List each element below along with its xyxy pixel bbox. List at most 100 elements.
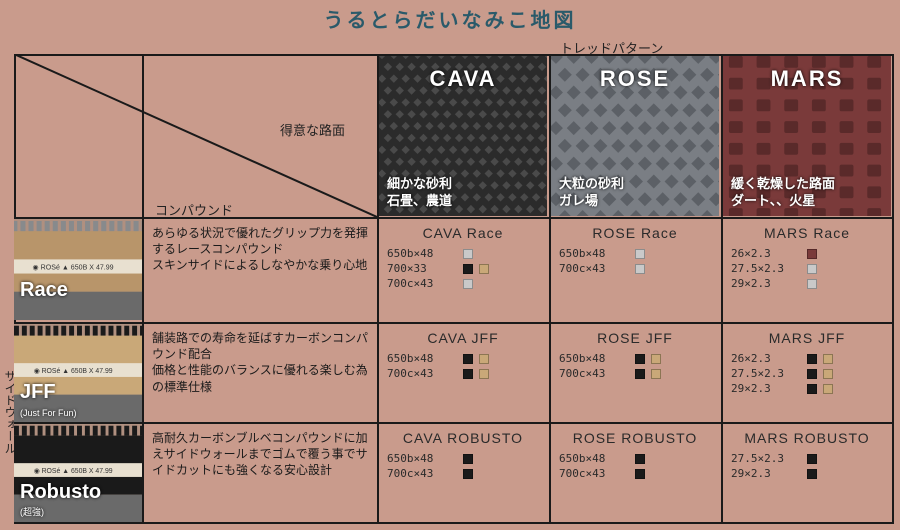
size-row: 26×2.3 — [731, 247, 883, 260]
color-swatch — [463, 279, 473, 289]
cell-rose-race: ROSE Race 650b×48 700c×43 — [551, 219, 719, 320]
size-row: 700c×43 — [387, 277, 539, 290]
row-head-jff: ◉ ROSé ▲ 650B X 47.99 JFF (Just For Fun) — [14, 324, 142, 422]
size-row: 26×2.3 — [731, 352, 883, 365]
size-label: 29×2.3 — [731, 382, 801, 395]
row-name: JFF — [20, 381, 56, 404]
cell-mars-robusto: MARS ROBUSTO 27.5×2.3 29×2.3 — [723, 424, 891, 522]
size-label: 650b×48 — [559, 352, 629, 365]
page-title: うるとらだいなみこ地図 — [0, 4, 900, 33]
color-swatch — [807, 279, 817, 289]
color-swatch — [807, 469, 817, 479]
size-label: 700c×43 — [387, 367, 457, 380]
cell-mars-jff: MARS JFF 26×2.3 27.5×2.3 29×2.3 — [723, 324, 891, 422]
size-row: 27.5×2.3 — [731, 262, 883, 275]
size-label: 650b×48 — [559, 452, 629, 465]
size-label: 700c×43 — [559, 367, 629, 380]
cell-name: ROSE ROBUSTO — [559, 430, 711, 446]
col-name: ROSE — [551, 66, 719, 92]
cell-name: MARS JFF — [731, 330, 883, 346]
svg-text:◉ ROSé ▲ 650B X 47.99: ◉ ROSé ▲ 650B X 47.99 — [34, 368, 113, 375]
cell-cava-race: CAVA Race650b×48700×33700c×43 — [379, 219, 547, 320]
size-label: 650b×48 — [387, 352, 457, 365]
col-name: CAVA — [379, 66, 547, 92]
cell-cava-robusto: CAVA ROBUSTO650b×48700c×43 — [379, 424, 547, 522]
size-row: 700×33 — [387, 262, 539, 275]
col-terrain: 緩く乾燥した路面ダート、、火星 — [731, 176, 883, 210]
col-terrain: 細かな砂利石畳、農道 — [387, 176, 539, 210]
color-swatch — [635, 354, 645, 364]
row-name: Race — [20, 279, 68, 302]
color-swatch — [635, 369, 645, 379]
color-swatch — [635, 469, 645, 479]
color-swatch — [463, 369, 473, 379]
size-row: 700c×43 — [559, 262, 711, 275]
size-label: 26×2.3 — [731, 352, 801, 365]
size-row: 700c×43 — [559, 467, 711, 480]
size-label: 700c×43 — [559, 467, 629, 480]
size-row: 29×2.3 — [731, 467, 883, 480]
size-label: 27.5×2.3 — [731, 367, 801, 380]
row-head-race: ◉ ROSé ▲ 650B X 47.99 Race — [14, 219, 142, 320]
color-swatch — [807, 249, 817, 259]
cell-name: ROSE Race — [559, 225, 711, 241]
color-swatch — [823, 354, 833, 364]
col-head-cava: CAVA 細かな砂利石畳、農道 — [379, 56, 547, 216]
size-row: 27.5×2.3 — [731, 367, 883, 380]
size-row: 700c×43 — [387, 467, 539, 480]
row-sub: (超強) — [20, 505, 44, 518]
cell-name: MARS ROBUSTO — [731, 430, 883, 446]
cell-cava-jff: CAVA JFF 650b×48 700c×43 — [379, 324, 547, 422]
color-swatch — [807, 369, 817, 379]
grid-hline — [14, 522, 894, 524]
grid-vline — [892, 54, 894, 522]
row-desc: あらゆる状況で優れたグリップ力を発揮するレースコンパウンドスキンサイドによるしな… — [148, 219, 373, 320]
cell-name: ROSE JFF — [559, 330, 711, 346]
color-swatch — [479, 264, 489, 274]
color-swatch — [463, 249, 473, 259]
size-label: 700×33 — [387, 262, 457, 275]
color-swatch — [463, 354, 473, 364]
size-row: 650b×48 — [559, 247, 711, 260]
color-swatch — [463, 469, 473, 479]
size-row: 29×2.3 — [731, 382, 883, 395]
size-row: 650b×48 — [387, 452, 539, 465]
size-row: 650b×48 — [387, 352, 539, 365]
row-head-robusto: ◉ ROSé ▲ 650B X 47.99 Robusto (超強) — [14, 424, 142, 522]
size-row: 650b×48 — [387, 247, 539, 260]
color-swatch — [479, 354, 489, 364]
cell-name: MARS Race — [731, 225, 883, 241]
color-swatch — [463, 264, 473, 274]
size-row: 27.5×2.3 — [731, 452, 883, 465]
size-label: 650b×48 — [387, 247, 457, 260]
color-swatch — [823, 369, 833, 379]
col-head-mars: MARS 緩く乾燥した路面ダート、、火星 — [723, 56, 891, 216]
size-label: 650b×48 — [559, 247, 629, 260]
size-label: 700c×43 — [387, 277, 457, 290]
size-row: 29×2.3 — [731, 277, 883, 290]
cell-rose-jff: ROSE JFF 650b×48 700c×43 — [551, 324, 719, 422]
size-label: 29×2.3 — [731, 467, 801, 480]
color-swatch — [823, 384, 833, 394]
color-swatch — [635, 454, 645, 464]
row-desc: 高耐久カーボンブルベコンパウンドに加えサイドウォールまでゴムで覆う事でサイドカッ… — [148, 424, 373, 522]
svg-text:◉ ROSé ▲ 650B X 47.99: ◉ ROSé ▲ 650B X 47.99 — [33, 265, 114, 272]
color-swatch — [635, 264, 645, 274]
size-label: 700c×43 — [387, 467, 457, 480]
size-label: 26×2.3 — [731, 247, 801, 260]
color-swatch — [651, 354, 661, 364]
cell-name: CAVA JFF — [387, 330, 539, 346]
size-label: 29×2.3 — [731, 277, 801, 290]
color-swatch — [807, 264, 817, 274]
row-desc: 舗装路での寿命を延ばすカーボンコンパウンド配合価格と性能のバランスに優れる楽しむ… — [148, 324, 373, 422]
size-label: 27.5×2.3 — [731, 262, 801, 275]
col-name: MARS — [723, 66, 891, 92]
diag-label-terrain: 得意な路面 — [280, 120, 345, 139]
size-row: 650b×48 — [559, 352, 711, 365]
size-row: 650b×48 — [559, 452, 711, 465]
color-swatch — [635, 249, 645, 259]
size-row: 700c×43 — [559, 367, 711, 380]
svg-text:◉ ROSé ▲ 650B X 47.99: ◉ ROSé ▲ 650B X 47.99 — [34, 468, 113, 475]
row-name: Robusto — [20, 481, 101, 504]
size-label: 700c×43 — [559, 262, 629, 275]
